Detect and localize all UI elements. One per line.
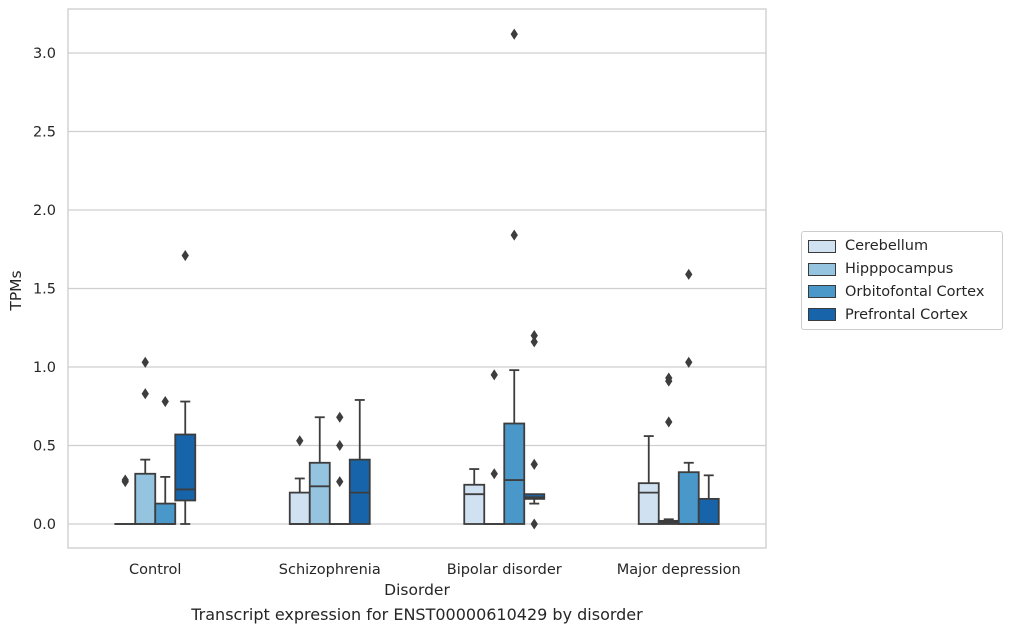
box-body	[699, 499, 719, 524]
y-tick-label: 0.5	[33, 439, 56, 455]
box-body	[310, 463, 330, 524]
legend-item: Cerebellum	[802, 235, 1002, 258]
legend-label: Orbitofontal Cortex	[845, 284, 984, 300]
legend-item: Hipppocampus	[802, 258, 1002, 281]
box-body	[679, 472, 699, 524]
box-body	[639, 483, 659, 524]
y-tick-label: 3.0	[33, 46, 56, 62]
legend-swatch	[808, 285, 836, 298]
box-body	[175, 435, 195, 501]
legend-swatch	[808, 240, 836, 253]
box-body	[155, 504, 175, 524]
y-tick-label: 1.0	[33, 360, 56, 376]
x-tick-label: Bipolar disorder	[447, 562, 562, 578]
x-tick-label: Major depression	[617, 562, 741, 578]
legend-item: Orbitofontal Cortex	[802, 281, 1002, 304]
y-tick-label: 1.5	[33, 282, 56, 298]
legend-swatch	[808, 308, 836, 321]
legend-label: Cerebellum	[845, 238, 928, 254]
x-tick-label: Schizophrenia	[279, 562, 381, 578]
box-body	[464, 485, 484, 524]
x-axis-label: Disorder	[384, 581, 450, 599]
y-axis-label: TPMs	[7, 270, 25, 311]
y-tick-label: 2.0	[33, 203, 56, 219]
legend-label: Hipppocampus	[845, 261, 953, 277]
legend-label: Prefrontal Cortex	[845, 307, 968, 323]
legend-swatch	[808, 263, 836, 276]
figure-caption: Transcript expression for ENST0000061042…	[0, 605, 834, 624]
x-tick-label: Control	[129, 562, 181, 578]
y-tick-label: 0.0	[33, 517, 56, 533]
plot-background	[68, 9, 766, 548]
box-body	[290, 493, 310, 524]
legend: Cerebellum Hipppocampus Orbitofontal Corte…	[801, 231, 1003, 330]
legend-item: Prefrontal Cortex	[802, 303, 1002, 326]
box-body	[504, 424, 524, 524]
y-tick-label: 2.5	[33, 125, 56, 141]
box-body	[135, 474, 155, 524]
